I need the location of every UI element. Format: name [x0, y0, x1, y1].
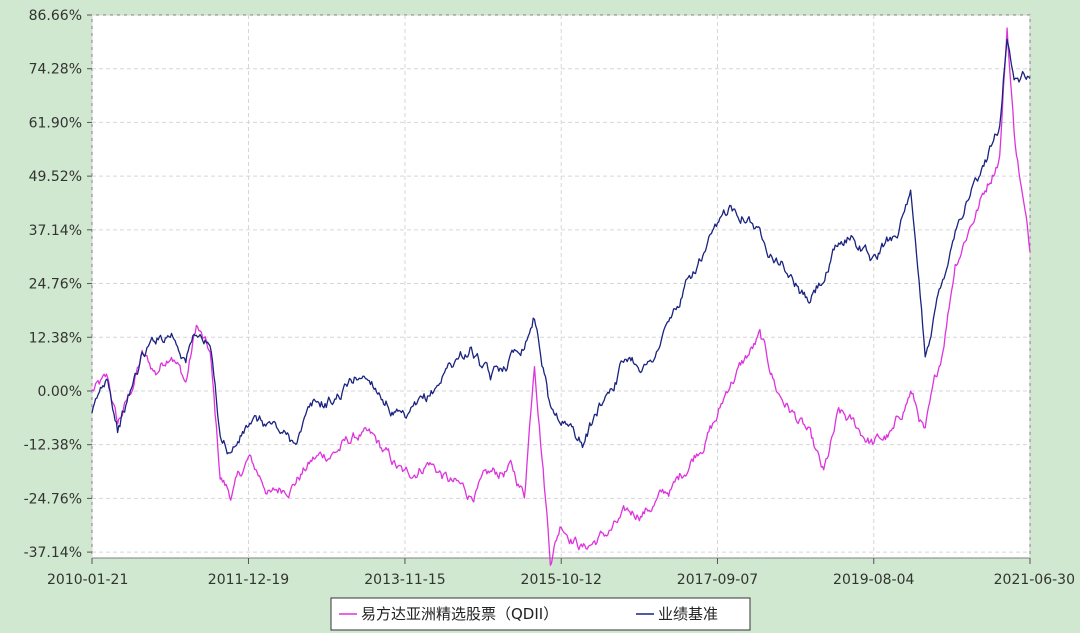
x-tick-label: 2021-06-30: [994, 572, 1075, 588]
x-tick-label: 2011-12-19: [208, 572, 289, 588]
y-axis-ticks: 86.66% 74.28% 61.90% 49.52% 37.14% 24.76% 12.3…: [24, 8, 92, 561]
x-axis-ticks: 2010-01-21 2011-12-19 2013-11-15 2015-10-12…: [47, 558, 1075, 588]
y-tick-label: -24.76%: [24, 491, 82, 507]
x-tick-label: 2010-01-21: [47, 572, 128, 588]
y-tick-label: 86.66%: [29, 8, 82, 24]
series-layer: [91, 27, 1031, 566]
legend-label-benchmark: 业绩基准: [658, 605, 718, 623]
x-tick-label: 2015-10-12: [521, 572, 602, 588]
y-tick-label: 49.52%: [29, 169, 82, 185]
y-tick-label: 37.14%: [29, 223, 82, 239]
legend-box: [330, 597, 751, 631]
series-line-fund: [91, 27, 1031, 566]
y-tick-label: -12.38%: [24, 438, 82, 454]
x-tick-label: 2013-11-15: [364, 572, 445, 588]
y-tick-label: 61.90%: [29, 115, 82, 131]
y-tick-label: 0.00%: [38, 384, 82, 400]
legend: 易方达亚洲精选股票（QDII） 业绩基准: [330, 597, 751, 631]
grid: [91, 14, 1031, 558]
y-tick-label: -37.14%: [24, 545, 82, 561]
series-line-benchmark: [91, 38, 1031, 455]
legend-label-fund: 易方达亚洲精选股票（QDII）: [361, 605, 558, 623]
plot-background: [91, 14, 1031, 559]
y-tick-label: 24.76%: [29, 277, 82, 293]
x-tick-label: 2019-08-04: [833, 572, 914, 588]
y-tick-label: 12.38%: [29, 330, 82, 346]
y-tick-label: 74.28%: [29, 62, 82, 78]
x-tick-label: 2017-09-07: [677, 572, 758, 588]
